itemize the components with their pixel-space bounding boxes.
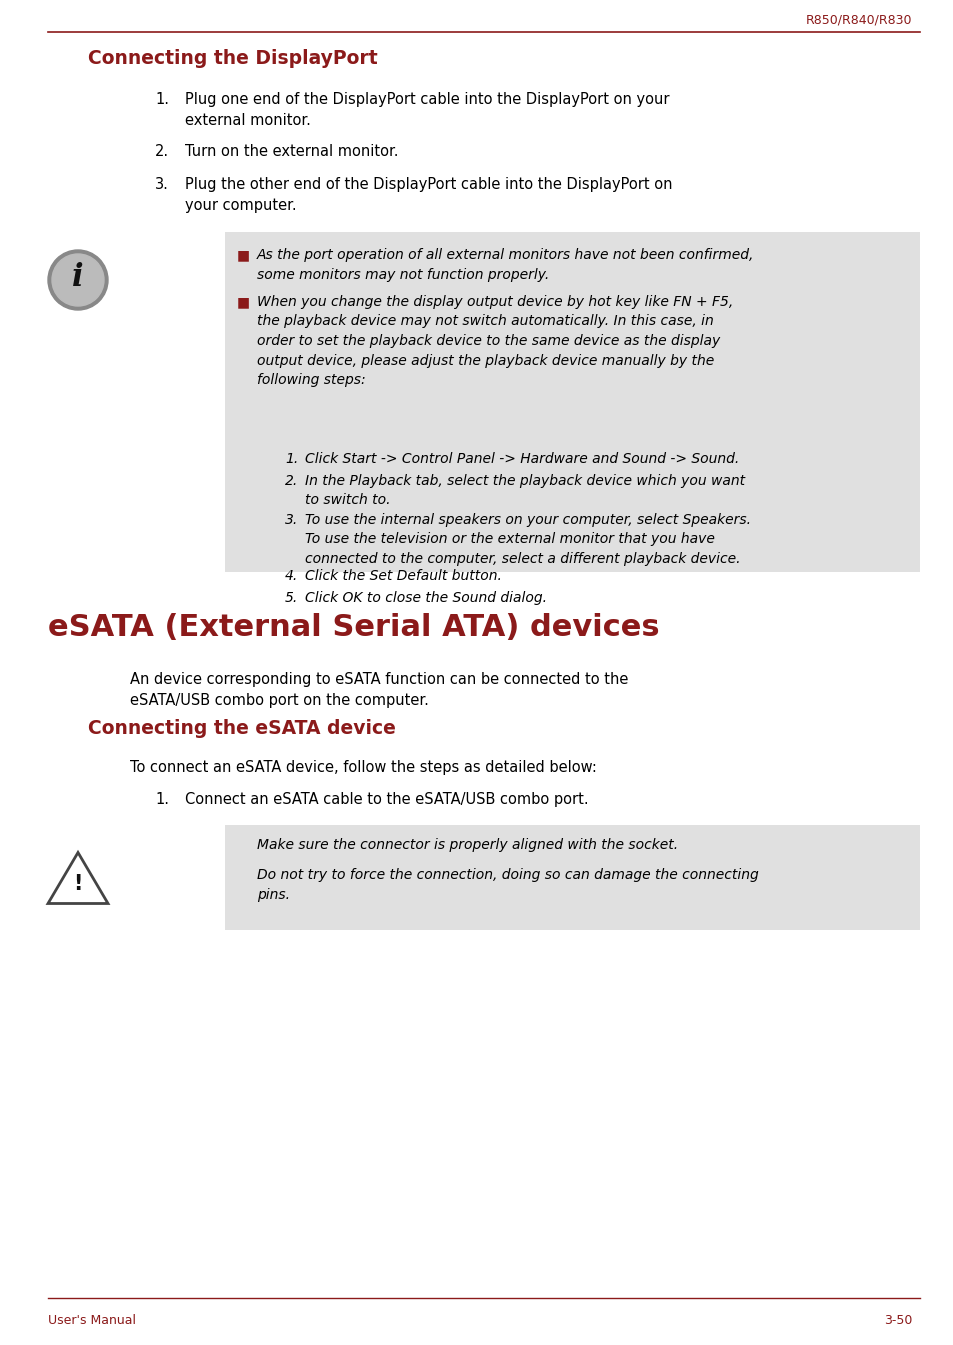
Text: !: ! xyxy=(73,874,83,894)
Text: Connect an eSATA cable to the eSATA/USB combo port.: Connect an eSATA cable to the eSATA/USB … xyxy=(185,792,588,807)
Text: Connecting the DisplayPort: Connecting the DisplayPort xyxy=(88,48,377,67)
Text: User's Manual: User's Manual xyxy=(48,1314,136,1326)
Text: R850/R840/R830: R850/R840/R830 xyxy=(804,13,911,27)
Text: i: i xyxy=(72,262,84,293)
Text: 1.: 1. xyxy=(154,792,169,807)
Text: Plug one end of the DisplayPort cable into the DisplayPort on your
external moni: Plug one end of the DisplayPort cable in… xyxy=(185,91,669,128)
Text: An device corresponding to eSATA function can be connected to the
eSATA/USB comb: An device corresponding to eSATA functio… xyxy=(130,672,628,707)
Text: Click the Set Default button.: Click the Set Default button. xyxy=(305,569,501,582)
Text: 2.: 2. xyxy=(285,473,298,488)
Text: Make sure the connector is properly aligned with the socket.: Make sure the connector is properly alig… xyxy=(256,838,678,851)
Text: 4.: 4. xyxy=(285,569,298,582)
Text: ■: ■ xyxy=(236,247,250,262)
Text: Do not try to force the connection, doing so can damage the connecting
pins.: Do not try to force the connection, doin… xyxy=(256,868,758,901)
Bar xyxy=(225,231,919,572)
Text: 1.: 1. xyxy=(154,91,169,108)
Text: When you change the display output device by hot key like FN + F5,
the playback : When you change the display output devic… xyxy=(256,295,733,387)
Text: Plug the other end of the DisplayPort cable into the DisplayPort on
your compute: Plug the other end of the DisplayPort ca… xyxy=(185,178,672,213)
Text: eSATA (External Serial ATA) devices: eSATA (External Serial ATA) devices xyxy=(48,613,659,643)
Polygon shape xyxy=(48,853,108,904)
Text: 3.: 3. xyxy=(154,178,169,192)
Text: Click Start -> Control Panel -> Hardware and Sound -> Sound.: Click Start -> Control Panel -> Hardware… xyxy=(305,452,739,465)
Circle shape xyxy=(52,254,104,307)
Text: Click OK to close the Sound dialog.: Click OK to close the Sound dialog. xyxy=(305,590,546,605)
Text: To connect an eSATA device, follow the steps as detailed below:: To connect an eSATA device, follow the s… xyxy=(130,760,597,775)
Text: 1.: 1. xyxy=(285,452,298,465)
Text: Turn on the external monitor.: Turn on the external monitor. xyxy=(185,144,398,159)
Text: 2.: 2. xyxy=(154,144,169,159)
Text: 3-50: 3-50 xyxy=(882,1314,911,1326)
Text: As the port operation of all external monitors have not been confirmed,
some mon: As the port operation of all external mo… xyxy=(256,247,754,281)
Circle shape xyxy=(48,250,108,309)
Text: Connecting the eSATA device: Connecting the eSATA device xyxy=(88,718,395,737)
Text: ■: ■ xyxy=(236,295,250,309)
Text: In the Playback tab, select the playback device which you want
to switch to.: In the Playback tab, select the playback… xyxy=(305,473,744,507)
Text: 5.: 5. xyxy=(285,590,298,605)
Text: To use the internal speakers on your computer, select Speakers.
To use the telev: To use the internal speakers on your com… xyxy=(305,512,750,566)
Text: 3.: 3. xyxy=(285,512,298,527)
Bar xyxy=(225,824,919,929)
